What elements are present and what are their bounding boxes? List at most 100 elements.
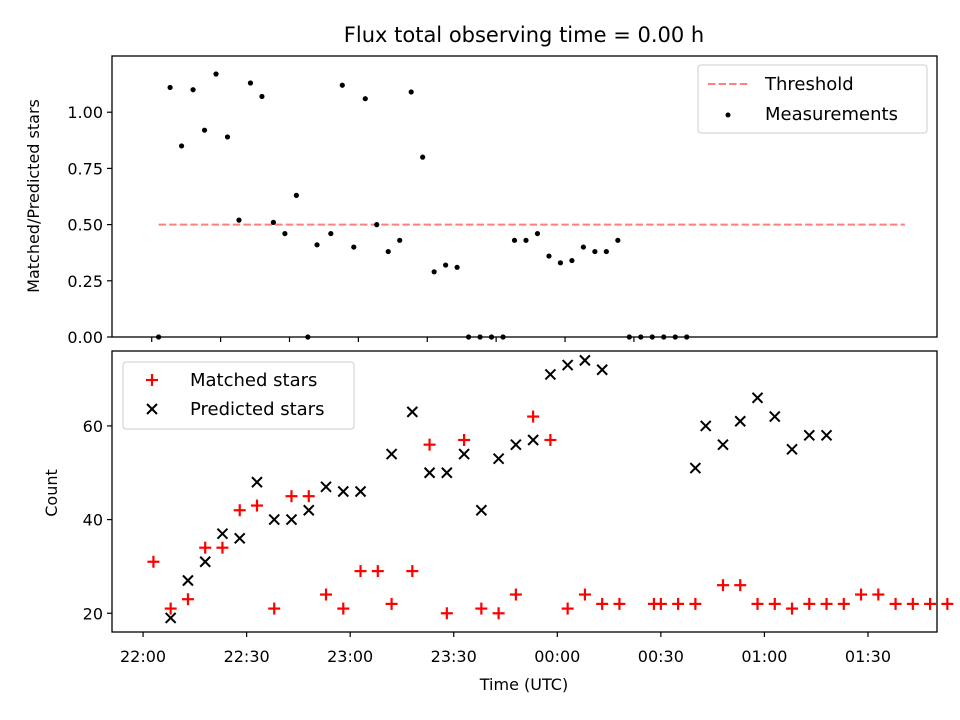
matched-star-marker — [406, 565, 419, 578]
measurement-point — [328, 230, 334, 237]
top-legend-box — [697, 64, 928, 134]
x-tick-label: 22:30 — [224, 647, 270, 666]
matched-star-marker — [837, 597, 850, 610]
matched-star-marker — [181, 593, 194, 606]
matched-star-marker — [527, 410, 540, 423]
predicted-star-marker — [769, 410, 781, 423]
measurement-point — [282, 230, 288, 237]
measurement-point — [374, 222, 380, 228]
ratio-panel: Flux total observing time = 0.00 h Match… — [24, 23, 938, 347]
matched-star-marker — [596, 597, 609, 610]
x-tick-label: 00:00 — [534, 647, 580, 666]
measurement-point — [592, 248, 598, 255]
x-tick-label: 23:30 — [431, 647, 477, 666]
measurement-point — [362, 96, 368, 102]
matched-star-marker — [492, 607, 505, 620]
predicted-star-marker — [216, 527, 229, 540]
matched-star-marker — [354, 565, 367, 578]
top-axes-frame — [111, 55, 938, 338]
measurement-point — [314, 242, 320, 248]
matched-star-marker — [216, 541, 229, 554]
matched-star-marker — [199, 541, 212, 554]
measurement-point — [557, 260, 564, 266]
measurement-point — [569, 257, 575, 264]
measurement-point — [293, 192, 299, 198]
measurement-point — [190, 87, 196, 93]
measurement-point — [431, 269, 437, 275]
bottom-y-tick-label: 20 — [83, 604, 103, 623]
measurement-point — [339, 82, 345, 88]
measurement-point — [236, 217, 242, 223]
predicted-star-marker — [510, 438, 522, 451]
predicted-star-marker — [182, 574, 194, 587]
measurement-point — [615, 237, 621, 243]
predicted-star-marker — [579, 354, 591, 367]
bottom-axes-frame — [111, 350, 938, 633]
matched-star-marker — [233, 504, 246, 517]
predicted-star-marker — [385, 448, 398, 460]
matched-star-marker — [889, 597, 902, 610]
legend-measurements-label: Measurements — [765, 104, 898, 125]
predicted-star-marker — [820, 429, 833, 442]
matched-star-marker — [509, 588, 522, 601]
measurement-point — [259, 93, 265, 100]
top-axis-ticks: 0.00 0.25 0.50 0.75 1.00 — [67, 103, 635, 347]
predicted-star-marker — [406, 406, 419, 418]
bottom-legend-box — [122, 361, 355, 430]
legend-matched-marker — [146, 374, 158, 386]
x-tick-label: 00:30 — [638, 647, 684, 666]
matched-star-marker — [906, 597, 919, 610]
measurement-point — [408, 89, 414, 95]
measurement-point — [201, 127, 208, 133]
counts-panel: Count Time (UTC) 20 40 60 22:00 22:30 23:00 23… — [42, 350, 954, 694]
matched-star-marker — [285, 490, 298, 503]
predicted-star-marker — [786, 443, 798, 456]
measurement-point — [178, 143, 185, 149]
matched-star-marker — [337, 602, 350, 615]
matched-star-marker — [803, 597, 816, 610]
predicted-star-marker — [596, 364, 608, 376]
matched-star-marker — [440, 607, 453, 620]
top-legend: Threshold Measurements — [697, 64, 928, 134]
predicted-star-marker — [285, 513, 298, 526]
top-y-tick-label: 0.75 — [67, 159, 103, 178]
top-y-axis-label: Matched/Predicted stars — [24, 99, 43, 293]
predicted-stars-points — [164, 354, 833, 624]
predicted-star-marker — [320, 481, 332, 493]
measurement-point — [247, 80, 254, 86]
matched-star-marker — [320, 588, 333, 601]
predicted-star-marker — [234, 532, 246, 545]
predicted-star-marker — [199, 556, 211, 568]
predicted-star-marker — [303, 504, 315, 516]
top-y-tick-label: 1.00 — [67, 103, 103, 122]
matched-star-marker — [371, 565, 384, 578]
predicted-star-marker — [337, 485, 349, 498]
chart-title: Flux total observing time = 0.00 h — [344, 23, 704, 47]
matched-star-marker — [689, 597, 702, 610]
predicted-star-marker — [751, 392, 764, 404]
matched-star-marker — [734, 579, 747, 592]
predicted-star-marker — [717, 438, 729, 451]
matched-star-marker — [855, 588, 868, 601]
predicted-star-marker — [544, 368, 557, 381]
legend-matched-label: Matched stars — [190, 370, 317, 391]
bottom-legend: Matched stars Predicted stars — [122, 361, 355, 430]
matched-star-marker — [924, 597, 937, 610]
predicted-star-marker — [700, 420, 712, 432]
predicted-star-marker — [441, 467, 453, 479]
matched-star-marker — [768, 597, 781, 610]
x-tick-label: 23:00 — [327, 647, 373, 666]
legend-threshold-label: Threshold — [764, 74, 854, 95]
predicted-star-marker — [475, 504, 488, 516]
legend-predicted-label: Predicted stars — [190, 399, 324, 420]
predicted-star-marker — [527, 434, 539, 446]
matched-star-marker — [820, 597, 833, 610]
matched-star-marker — [385, 597, 398, 610]
measurement-point — [511, 237, 518, 243]
measurement-point — [534, 230, 541, 237]
matched-star-marker — [458, 433, 471, 446]
matched-star-marker — [716, 579, 729, 592]
matched-star-marker — [941, 597, 954, 610]
predicted-star-marker — [251, 476, 263, 488]
